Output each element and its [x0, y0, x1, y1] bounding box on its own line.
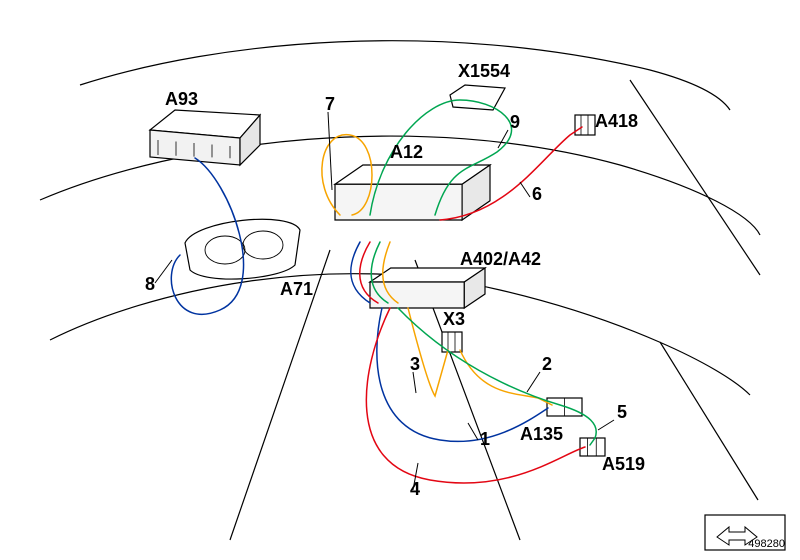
- leader-two: [527, 372, 540, 392]
- footer-box: 498280: [705, 515, 785, 550]
- label-A418: A418: [595, 111, 638, 131]
- leader-seven: [328, 112, 332, 190]
- leader-three: [413, 372, 416, 393]
- leader-five: [598, 420, 614, 430]
- label-X1554: X1554: [458, 61, 510, 81]
- component-X1554: [450, 85, 505, 110]
- label-nine: 9: [510, 112, 520, 132]
- wire-w4_red: [366, 308, 585, 483]
- label-seven: 7: [325, 94, 335, 114]
- label-A71: A71: [280, 279, 313, 299]
- leader-nine: [498, 130, 508, 148]
- label-eight: 8: [145, 274, 155, 294]
- wire-w2_orange: [460, 350, 552, 405]
- label-three: 3: [410, 354, 420, 374]
- image-id: 498280: [748, 538, 785, 550]
- label-two: 2: [542, 354, 552, 374]
- label-A135: A135: [520, 424, 563, 444]
- label-A402: A402/A42: [460, 249, 541, 269]
- body-outline: [630, 80, 760, 275]
- leader-six: [520, 182, 530, 197]
- leader-eight: [155, 260, 172, 283]
- label-A519: A519: [602, 454, 645, 474]
- label-one: 1: [480, 429, 490, 449]
- component-A93: [150, 110, 260, 165]
- label-X3: X3: [443, 309, 465, 329]
- label-four: 4: [410, 479, 420, 499]
- label-A93: A93: [165, 89, 198, 109]
- label-five: 5: [617, 402, 627, 422]
- label-A12: A12: [390, 142, 423, 162]
- wiring-diagram: A93 7 X1554 9 A418 A12 6 8 A71 A402/A42 X3 3 2 1 A135 5…: [0, 0, 800, 560]
- label-six: 6: [532, 184, 542, 204]
- connector-A418: [575, 115, 595, 135]
